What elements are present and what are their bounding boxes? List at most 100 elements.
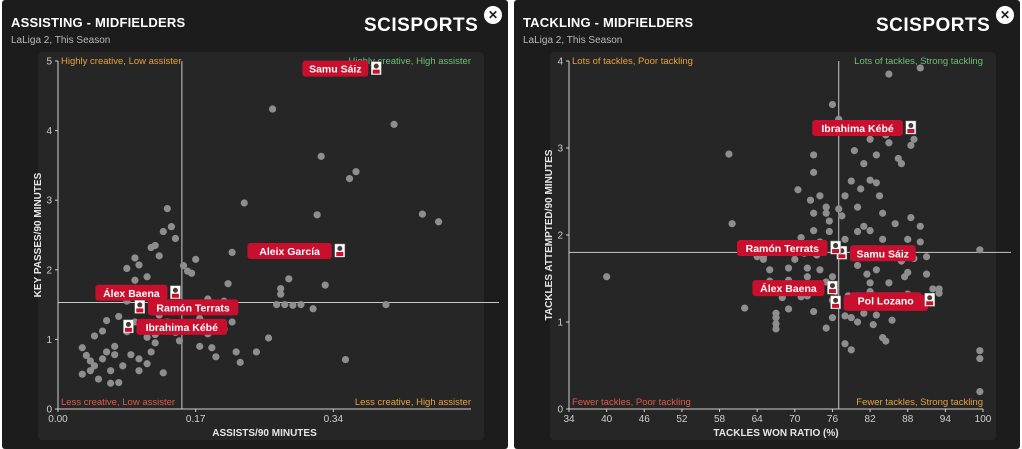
data-point [252, 348, 261, 356]
data-point [159, 227, 167, 236]
data-point [390, 120, 398, 128]
scisports-logo: SCISPORTS [364, 15, 479, 36]
data-point [766, 266, 774, 274]
data-point [143, 273, 151, 281]
player-label: Samu Sáiz [309, 64, 362, 76]
data-point [910, 135, 918, 143]
y-tick-label: 2 [557, 231, 563, 242]
close-icon[interactable]: ✕ [484, 6, 502, 24]
data-point [822, 203, 830, 211]
data-point [281, 301, 289, 309]
data-point [382, 301, 390, 309]
player-label: Samu Sáiz [856, 248, 909, 260]
tackling-panel: TACKLING - MIDFIELDERS LaLiga 2, This Se… [514, 0, 1020, 449]
data-point [847, 314, 855, 322]
data-point [317, 152, 325, 160]
player-label-bg [849, 245, 916, 262]
data-point [922, 270, 931, 278]
data-point [897, 160, 906, 168]
data-point [352, 168, 360, 176]
data-point [828, 314, 837, 322]
data-point [212, 353, 220, 361]
data-point [285, 275, 293, 283]
player-label-bg [812, 119, 903, 136]
data-point [847, 177, 855, 185]
data-point [866, 227, 874, 235]
data-point [232, 348, 240, 356]
data-point [228, 318, 236, 326]
player-photo-shirt [336, 252, 344, 257]
data-point [171, 234, 180, 243]
data-point [841, 340, 849, 348]
assisting-panel: ASSISTING - MIDFIELDERS LaLiga 2, This S… [2, 0, 508, 449]
data-point [127, 351, 135, 359]
data-point [863, 270, 871, 278]
data-point [123, 264, 131, 273]
y-axis-label: KEY PASSES/90 MINUTES [33, 172, 44, 297]
data-point [784, 264, 793, 272]
y-tick-label: 1 [557, 318, 563, 329]
x-tick-label: 40 [601, 414, 613, 425]
player-label: Aleix García [259, 246, 320, 258]
player-photo-shirt [838, 254, 846, 259]
data-point [98, 327, 107, 335]
data-point [894, 154, 902, 163]
panel-title: ASSISTING - MIDFIELDERS [11, 15, 186, 30]
data-point [828, 273, 837, 281]
data-point [841, 192, 849, 200]
data-point [853, 227, 862, 236]
data-point [94, 375, 103, 383]
data-point [885, 279, 893, 287]
data-point [147, 348, 155, 356]
data-point [976, 246, 984, 254]
player-photo-shirt [832, 249, 840, 254]
data-point [159, 369, 167, 377]
data-point [838, 212, 846, 220]
data-point [872, 266, 880, 274]
data-point [841, 312, 849, 320]
data-point [869, 321, 877, 329]
data-point [803, 264, 811, 272]
data-point [98, 355, 107, 363]
data-point [772, 320, 780, 328]
player-photo-head [908, 122, 914, 128]
data-point [810, 151, 818, 159]
player-label: Ibrahima Kébé [821, 123, 894, 135]
data-point [224, 280, 232, 288]
player-photo-head [833, 243, 839, 249]
quadrant-label-top-right: Highly creative, High assister [349, 56, 472, 67]
data-point [916, 222, 924, 230]
data-point [78, 344, 86, 352]
x-tick-label: 46 [639, 414, 651, 425]
data-point [772, 325, 780, 333]
data-point [107, 379, 115, 387]
data-point [841, 235, 849, 243]
data-point [179, 262, 188, 270]
data-point [240, 199, 248, 207]
data-point [208, 344, 216, 352]
data-point [418, 210, 427, 218]
data-point [816, 192, 824, 200]
player-photo-shirt [832, 303, 840, 308]
data-point [188, 269, 196, 277]
data-point [273, 301, 281, 309]
data-point [872, 151, 880, 159]
player-label: Pol Lozano [858, 295, 914, 307]
x-axis-label: TACKLES WON RATIO (%) [713, 428, 838, 439]
data-point [907, 214, 915, 222]
player-photo-head [833, 297, 839, 303]
data-point [904, 235, 912, 243]
data-point [90, 362, 99, 370]
close-icon[interactable]: ✕ [996, 6, 1014, 24]
data-point [794, 186, 802, 194]
quadrant-label-bottom-left: Less creative, Low assister [61, 397, 175, 408]
quadrant-label-top-left: Lots of tackles, Poor tackling [572, 56, 693, 67]
data-point [111, 342, 119, 350]
data-point [435, 218, 443, 226]
player-label: Ramón Terrats [156, 302, 229, 314]
data-point [784, 305, 793, 313]
x-tick-label: 0.17 [186, 414, 206, 425]
data-point [297, 301, 305, 309]
data-point [135, 355, 143, 363]
data-point [277, 284, 285, 293]
